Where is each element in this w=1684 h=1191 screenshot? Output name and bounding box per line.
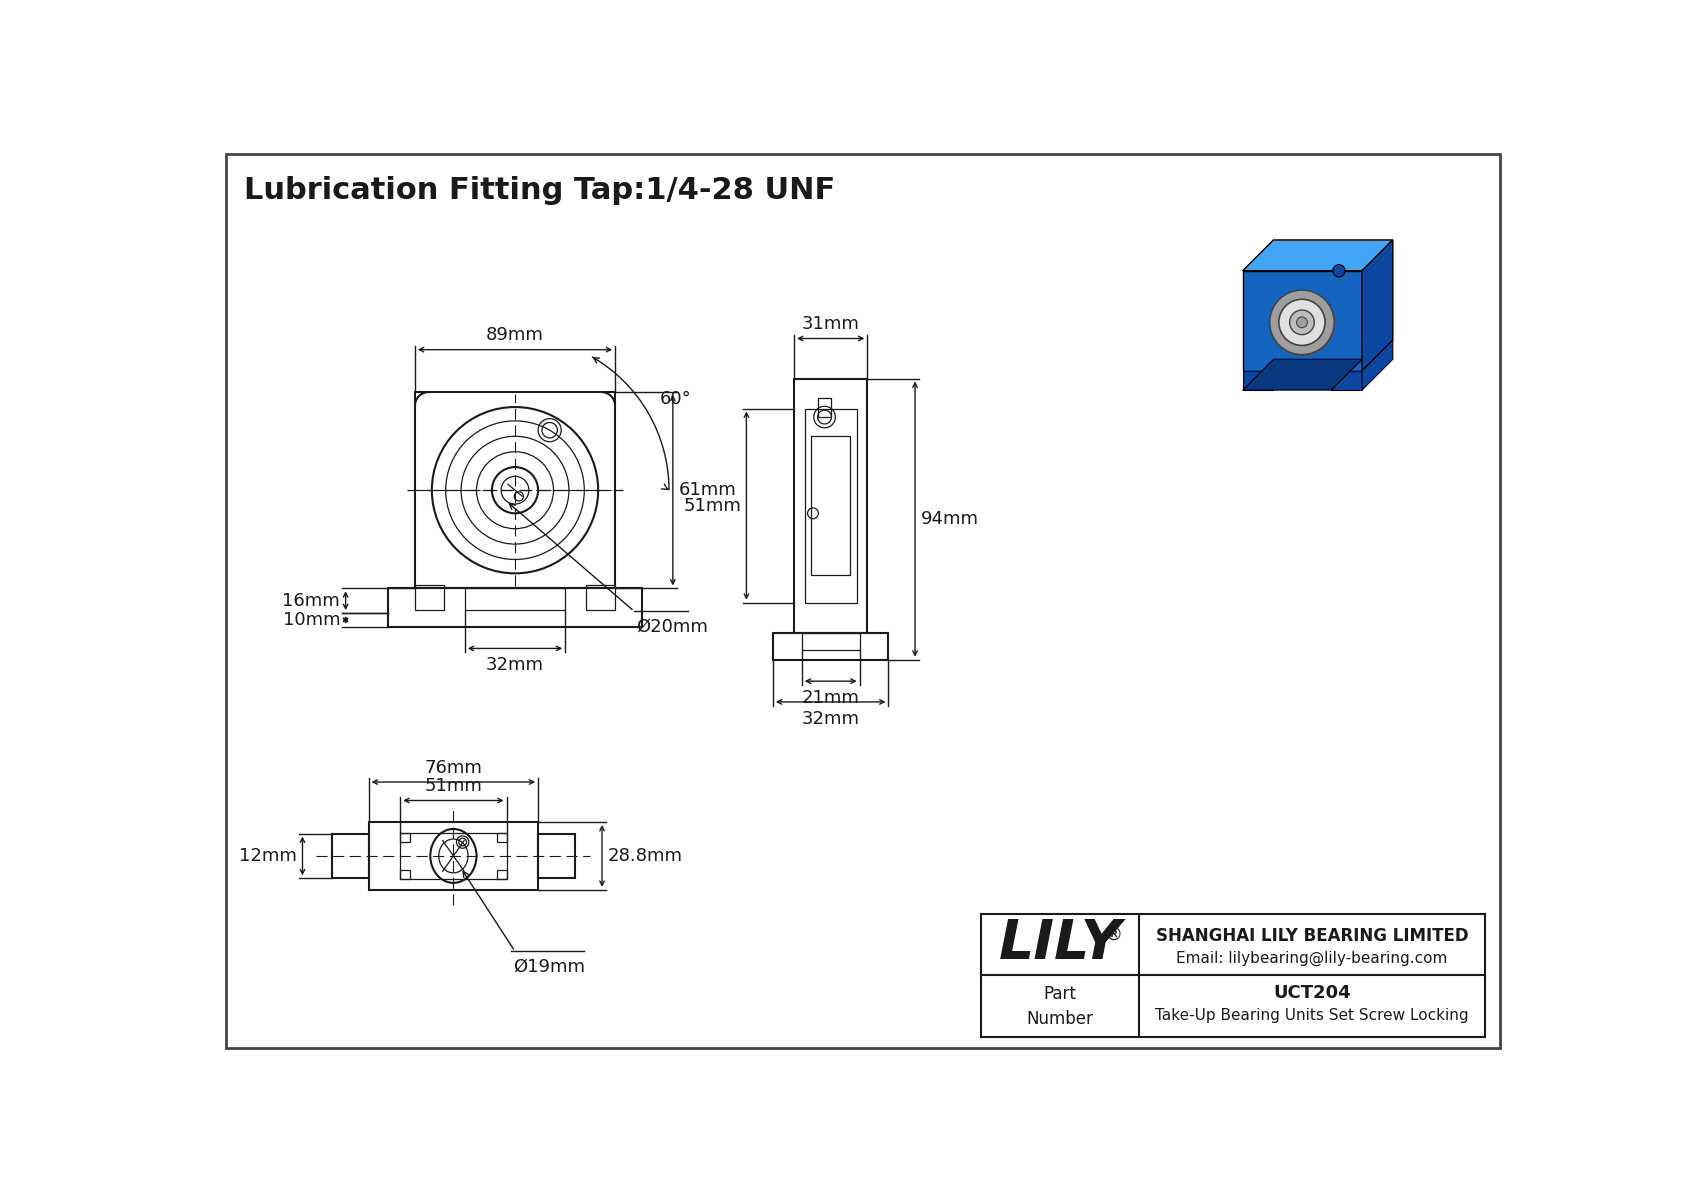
Text: LILY: LILY <box>999 917 1122 972</box>
Text: SHANGHAI LILY BEARING LIMITED: SHANGHAI LILY BEARING LIMITED <box>1155 927 1468 944</box>
Polygon shape <box>1362 341 1393 391</box>
Text: 12mm: 12mm <box>239 847 296 865</box>
Polygon shape <box>1243 239 1393 270</box>
Text: 10mm: 10mm <box>283 611 340 629</box>
Bar <box>818 398 830 417</box>
Circle shape <box>1332 264 1346 276</box>
Bar <box>795 379 867 632</box>
Text: 61mm: 61mm <box>679 481 736 499</box>
Bar <box>539 834 574 878</box>
Bar <box>465 588 566 610</box>
Text: 51mm: 51mm <box>684 497 741 515</box>
Circle shape <box>1297 317 1307 328</box>
Text: 89mm: 89mm <box>487 326 544 344</box>
Bar <box>812 436 850 575</box>
Text: Ø20mm: Ø20mm <box>637 618 707 636</box>
Polygon shape <box>1332 370 1362 391</box>
Bar <box>497 869 507 879</box>
Text: 32mm: 32mm <box>487 656 544 674</box>
Circle shape <box>1278 299 1325 345</box>
Text: 32mm: 32mm <box>802 710 861 728</box>
Bar <box>414 585 445 610</box>
Polygon shape <box>1243 360 1362 391</box>
Text: 94mm: 94mm <box>921 510 978 528</box>
Bar <box>401 833 409 842</box>
Text: 51mm: 51mm <box>424 777 482 796</box>
Polygon shape <box>1243 270 1362 370</box>
Bar <box>980 913 1485 1037</box>
Text: Ø19mm: Ø19mm <box>512 958 584 975</box>
Bar <box>805 409 857 603</box>
Text: Lubrication Fitting Tap:1/4-28 UNF: Lubrication Fitting Tap:1/4-28 UNF <box>244 176 835 205</box>
Bar <box>401 869 409 879</box>
Bar <box>401 833 507 879</box>
Bar <box>369 822 539 890</box>
Bar <box>586 585 615 610</box>
Text: Part
Number: Part Number <box>1027 985 1093 1028</box>
Text: Email: lilybearing@lily-bearing.com: Email: lilybearing@lily-bearing.com <box>1175 950 1448 966</box>
Bar <box>414 392 615 588</box>
Text: UCT204: UCT204 <box>1273 984 1351 1002</box>
Text: 60°: 60° <box>660 389 692 407</box>
Bar <box>497 833 507 842</box>
Text: ®: ® <box>1105 925 1122 943</box>
Bar <box>387 588 642 626</box>
Circle shape <box>1270 289 1334 355</box>
Polygon shape <box>1243 370 1273 391</box>
Bar <box>332 834 369 878</box>
Text: 28.8mm: 28.8mm <box>608 847 682 865</box>
Text: 16mm: 16mm <box>283 592 340 610</box>
Polygon shape <box>1362 239 1393 370</box>
Text: Take-Up Bearing Units Set Screw Locking: Take-Up Bearing Units Set Screw Locking <box>1155 1009 1468 1023</box>
Text: 76mm: 76mm <box>424 759 482 777</box>
Circle shape <box>1290 310 1314 335</box>
Text: 21mm: 21mm <box>802 688 859 706</box>
Bar <box>773 632 889 660</box>
Bar <box>802 632 859 649</box>
Text: 31mm: 31mm <box>802 316 859 333</box>
